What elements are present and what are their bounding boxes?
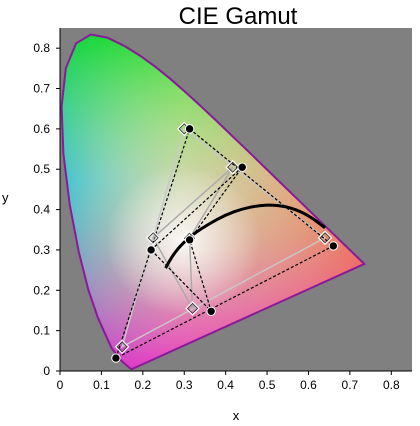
y-tick-label-5: 0.5 [33,162,50,176]
x-axis-label: x [233,408,240,423]
x-tick-label-1: 0.1 [93,378,110,392]
x-tick-label-4: 0.4 [217,378,234,392]
gamut-series-1-point-2 [317,230,333,246]
chart-title: CIE Gamut [179,3,298,30]
y-tick-label-6: 0.6 [33,122,50,136]
gamut-series-3-point-2-inner [227,161,239,173]
gamut-series-3-point-1 [145,230,161,246]
y-axis-label: y [2,190,9,205]
y-tick-label-8: 0.8 [33,41,50,55]
spectral-locus-line [60,33,367,371]
gamut-series-3-point-2 [225,159,241,175]
x-tick-label-2: 0.2 [134,378,151,392]
y-tick-label-2: 0.2 [33,283,50,297]
gamut-series-2-point-2 [328,241,339,251]
y-tick-label-4: 0.4 [33,203,50,217]
gamut-series-1-point-3-inner [116,341,128,353]
gamut-series-2-point-1 [184,124,195,134]
gamut-series-4-point-3 [184,235,195,245]
x-tick-label-6: 0.6 [300,378,317,392]
x-tick-label-8: 0.8 [383,378,400,392]
gamut-series-3-point-4 [185,301,200,316]
gamut-series-1-point-2-inner [319,232,331,244]
y-tick-label-0: 0 [43,364,50,378]
x-tick-label-3: 0.3 [176,378,193,392]
planckian-locus-line [164,203,326,269]
gamut-series-4-point-1 [146,245,156,255]
x-tick-label-7: 0.7 [342,378,359,392]
x-tick-label-0: 0 [57,378,64,392]
gamut-series-3-point-4-inner [186,302,199,315]
gamut-series-1-point-3 [114,339,130,355]
gamut-markers [111,121,339,363]
gamut-series-4-point-2 [237,162,247,172]
y-tick-label-3: 0.3 [33,243,50,257]
y-tick-label-7: 0.7 [33,82,50,96]
y-axis-ticks: 0 0.1 0.2 0.3 0.4 0.5 0.6 0.7 0.8 [33,41,60,378]
gamut-series-2-point-3 [111,353,121,363]
gamut-series-3-point-3 [182,230,197,246]
y-tick-label-1: 0.1 [33,324,50,338]
gamut-series-3-point-1-inner [147,232,159,244]
x-axis-ticks: 0 0.1 0.2 0.3 0.4 0.5 0.6 0.7 0.8 [57,371,400,392]
x-tick-label-5: 0.5 [259,378,276,392]
gamut-series-4-point-4 [206,306,216,316]
